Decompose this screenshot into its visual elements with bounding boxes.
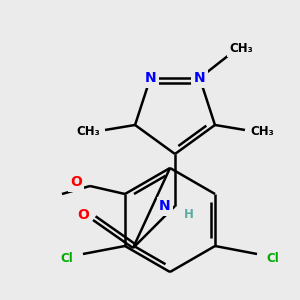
Text: N: N [159, 199, 171, 213]
Text: Cl: Cl [61, 251, 73, 265]
Text: CH₃: CH₃ [76, 125, 100, 139]
Text: CH₃: CH₃ [250, 125, 274, 139]
Text: N: N [145, 71, 156, 85]
Text: Cl: Cl [267, 251, 279, 265]
Text: N: N [194, 71, 206, 85]
Text: O: O [77, 208, 89, 222]
Text: H: H [184, 208, 194, 220]
Text: O: O [70, 175, 82, 189]
Text: CH₃: CH₃ [230, 41, 254, 55]
